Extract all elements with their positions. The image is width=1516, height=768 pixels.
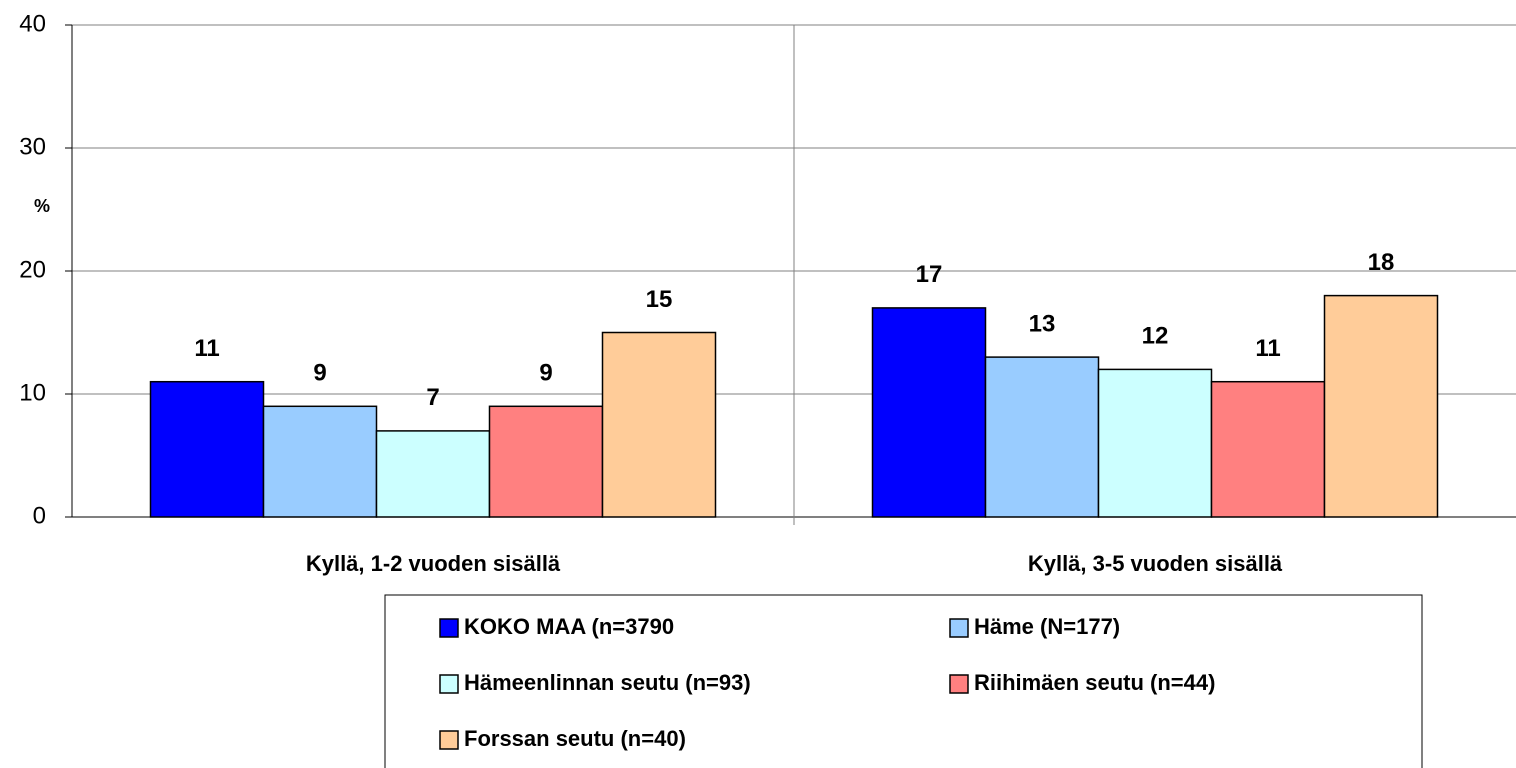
bar: [871, 307, 987, 518]
data-label: 18: [1368, 249, 1395, 276]
data-label: 11: [194, 335, 219, 362]
legend-box: [384, 594, 1423, 768]
data-label: 12: [1142, 323, 1169, 350]
data-label: 13: [1029, 310, 1056, 337]
bar: [1097, 368, 1213, 518]
y-axis-label: %: [34, 196, 50, 216]
bar: [488, 405, 604, 518]
data-label: 15: [646, 286, 673, 313]
legend-swatch: [439, 730, 459, 750]
legend-label: Hämeenlinnan seutu (n=93): [464, 670, 751, 695]
data-label: 9: [539, 360, 552, 387]
data-label: 11: [1255, 335, 1280, 362]
legend-label: Forssan seutu (n=40): [464, 726, 686, 751]
legend-label: Riihimäen seutu (n=44): [974, 670, 1215, 695]
bar: [1323, 294, 1439, 518]
data-label: 17: [916, 261, 943, 288]
legend-swatch: [439, 674, 459, 694]
bar: [375, 430, 491, 518]
data-label: 7: [426, 384, 439, 411]
x-tick-label: Kyllä, 3-5 vuoden sisällä: [1028, 551, 1283, 576]
y-tick-label: 30: [19, 133, 46, 160]
legend-swatch: [439, 618, 459, 638]
bar: [262, 405, 378, 518]
bar: [1210, 380, 1326, 518]
bar: [984, 356, 1100, 518]
legend-label: Häme (N=177): [974, 614, 1120, 639]
bar: [149, 380, 265, 518]
legend-label: KOKO MAA (n=3790: [464, 614, 674, 639]
data-label: 9: [313, 360, 326, 387]
y-tick-label: 0: [33, 502, 46, 529]
y-tick-label: 40: [19, 10, 46, 37]
legend-swatch: [949, 618, 969, 638]
legend-swatch: [949, 674, 969, 694]
bar: [601, 331, 717, 518]
y-tick-label: 10: [19, 379, 46, 406]
y-tick-label: 20: [19, 256, 46, 283]
x-tick-label: Kyllä, 1-2 vuoden sisällä: [306, 551, 561, 576]
